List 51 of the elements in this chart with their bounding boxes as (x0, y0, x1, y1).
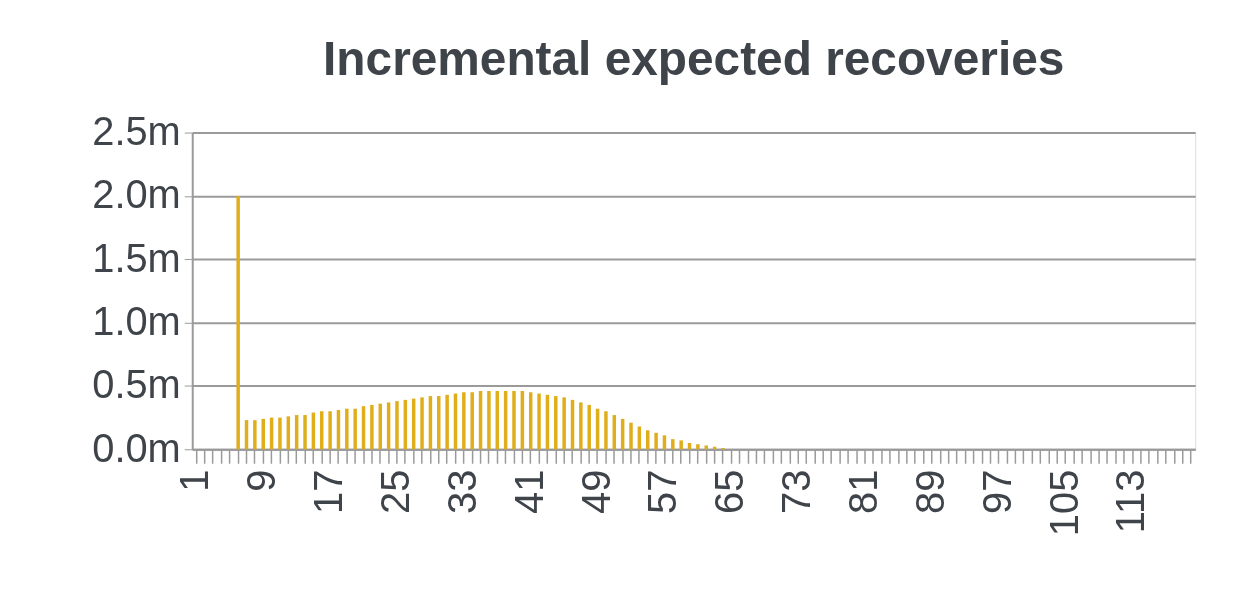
bar (704, 445, 708, 450)
bar (370, 404, 374, 450)
x-tick-label: 65 (707, 469, 752, 515)
y-tick-label: 2.5m (92, 109, 181, 154)
bar (537, 393, 541, 450)
bar (236, 195, 240, 450)
y-tick-label: 1.5m (92, 235, 181, 280)
bar (654, 432, 658, 450)
bar (696, 444, 700, 450)
bar (487, 391, 491, 450)
x-tick-label: 81 (841, 469, 886, 515)
bar (437, 396, 441, 450)
bar (629, 422, 633, 450)
x-tick-label: 25 (372, 469, 417, 515)
bar (579, 402, 583, 450)
bar (587, 404, 591, 450)
y-tick-label: 0.0m (92, 425, 181, 470)
bar (445, 394, 449, 450)
bar (562, 397, 566, 450)
bar (328, 411, 332, 450)
x-tick-label: 1 (172, 469, 217, 492)
chart-title: Incremental expected recoveries (323, 31, 1065, 85)
bar (261, 418, 265, 450)
bar (395, 401, 399, 450)
x-tick-label: 113 (1108, 469, 1153, 534)
x-tick-label: 17 (306, 469, 351, 515)
bar (462, 392, 466, 450)
x-tick-label: 89 (907, 469, 952, 515)
bar (345, 408, 349, 450)
bar (470, 392, 474, 450)
bar (253, 420, 257, 450)
bar (303, 415, 307, 450)
x-tick-label: 41 (506, 469, 551, 515)
bar (604, 411, 608, 450)
y-tick-label: 0.5m (92, 362, 181, 407)
x-tick-label: 9 (239, 469, 284, 492)
x-tick-label: 57 (640, 469, 685, 515)
bar (353, 408, 357, 450)
x-tick-label: 33 (439, 469, 484, 515)
x-tick-label: 97 (974, 469, 1019, 515)
x-tick-label: 49 (573, 469, 618, 515)
bar (671, 439, 675, 450)
bar (512, 391, 516, 450)
bar (278, 417, 282, 450)
bar (679, 440, 683, 450)
x-tick-label: 105 (1041, 469, 1086, 537)
x-tick-label: 73 (774, 469, 819, 515)
y-tick-label: 2.0m (92, 172, 181, 217)
bar (554, 396, 558, 450)
bar (420, 397, 424, 450)
y-tick-label: 1.0m (92, 299, 181, 344)
